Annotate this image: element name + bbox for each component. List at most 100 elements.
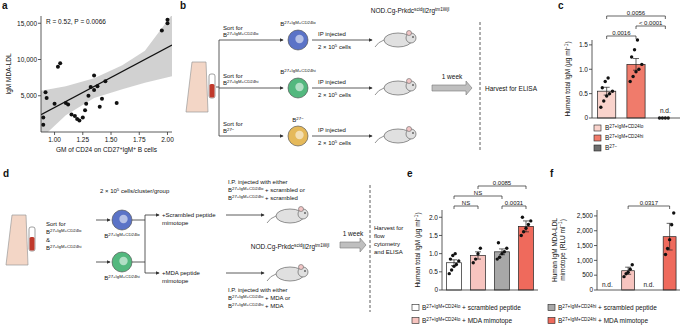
text-run: 27+IgM+CD24hi — [284, 68, 315, 73]
text-run: + MDA or — [263, 295, 290, 301]
legend-swatch — [594, 125, 601, 131]
interval-label: 1 week — [442, 73, 463, 80]
text-run: 27+IgM+CD24lo — [50, 228, 82, 233]
text-run: ) — [559, 219, 567, 221]
rotated-label: IgM MDA-LDL — [5, 53, 13, 95]
text-run: +Scrambled peptide — [162, 212, 216, 218]
injection-label: IP injected — [318, 127, 346, 133]
y-tick — [38, 23, 41, 24]
data-point — [527, 223, 530, 226]
arrow — [226, 215, 264, 216]
dose-label: 2 × 105 cells/cluster/group — [100, 187, 170, 194]
p-value: 0.0056 — [627, 10, 646, 16]
error-line — [669, 223, 670, 250]
plot-area — [622, 211, 676, 290]
y-tick — [439, 235, 442, 236]
data-point — [672, 211, 675, 214]
x-axis — [41, 132, 172, 133]
text-run: Harvest for — [374, 225, 403, 231]
arm — [6, 215, 28, 265]
text-run: + scrambled — [263, 195, 298, 201]
data-point — [633, 48, 636, 51]
connector — [132, 262, 145, 263]
text-run: + MDA mimotope — [460, 317, 512, 325]
cell-label: B27− — [292, 116, 304, 123]
y-tick-label: 0.5 — [579, 90, 588, 97]
panel-letter: c — [558, 0, 564, 11]
data-point — [455, 263, 458, 266]
x-tick — [111, 132, 112, 135]
legend-label: B27+IgM+CD24lo + MDA mimotope — [422, 317, 512, 325]
error-cap — [625, 267, 631, 268]
mouse-tail — [375, 88, 384, 95]
data-point — [622, 275, 625, 278]
arrow — [219, 88, 283, 89]
error-bar — [667, 223, 673, 250]
harvest-label: and ELISA — [374, 249, 403, 255]
text-run: 27+IgM+CD24lo — [232, 186, 264, 191]
legend-swatch — [548, 318, 555, 324]
cell-nucleus — [295, 35, 303, 43]
mouse-strain: NOD.Cg-PrkdcscidIl2rgtm1Wjl — [251, 243, 330, 251]
mouse-ear — [299, 207, 304, 212]
sort-label: Sort for — [46, 221, 66, 227]
text-run: 2 × 10 — [318, 140, 336, 146]
y-tick-label: 0 — [589, 286, 593, 293]
text-run: ) — [564, 41, 572, 43]
data-point — [611, 89, 614, 92]
significance-bracket — [502, 206, 526, 209]
point — [41, 123, 45, 127]
x-axis — [597, 290, 680, 291]
harvest-label: flow — [374, 233, 385, 239]
data-point — [472, 261, 475, 264]
data-point — [498, 256, 501, 259]
bar — [495, 252, 510, 290]
panel-letter: b — [180, 0, 186, 11]
text-run: GM of CD24 on CD27 — [56, 146, 120, 153]
injection-label: B27+IgM+CD24hi + MDA — [228, 302, 284, 309]
data-point — [605, 94, 608, 97]
plot-area — [447, 216, 534, 290]
y-axis — [592, 40, 593, 118]
text-run: cells/cluster/group — [119, 188, 170, 194]
text-run: + MDA — [263, 303, 283, 309]
point — [56, 65, 60, 69]
legend-swatch — [594, 145, 601, 151]
mouse-eye — [304, 212, 306, 214]
bar — [598, 91, 616, 118]
text-run: 27− — [296, 116, 304, 121]
text-run: + scrambled peptide — [460, 304, 521, 312]
injection-label: B27+IgM+CD24hi + scrambled — [228, 194, 298, 201]
injection-label: I.P. injected with either — [228, 287, 288, 293]
data-point — [599, 106, 602, 109]
point — [95, 84, 99, 88]
bar — [627, 64, 645, 118]
point — [83, 108, 87, 112]
x-tick — [167, 132, 168, 135]
arrow — [145, 273, 159, 274]
text-run: + scrambled or — [263, 187, 305, 193]
text-run: 27+IgM+CD24hi — [232, 302, 263, 307]
text-run: 1 week — [343, 230, 364, 237]
text-run: Human total IgM (µg ml — [564, 48, 572, 116]
treatment-label: +MDA peptide — [162, 270, 201, 276]
tube — [29, 227, 35, 251]
significance-bracket — [478, 186, 526, 189]
text-run: I.P. injected with either — [228, 179, 288, 185]
data-point — [602, 99, 605, 102]
x-axis-title: GM of CD24 on CD27+IgM+ B cells — [56, 146, 158, 154]
significance-bracket — [636, 26, 665, 29]
y-tick — [439, 271, 442, 272]
sort-label: B27+IgM+CD24lo — [223, 31, 259, 38]
y-tick — [439, 217, 442, 218]
legend-label: B27+IgM+CD24lo — [605, 124, 644, 131]
y-tick — [594, 275, 597, 276]
y-tick — [594, 290, 597, 291]
injection-label: IP injected — [318, 31, 346, 37]
injection-label: B27+IgM+CD24lo + MDA or — [228, 294, 290, 301]
y-axis — [597, 210, 598, 290]
bar — [471, 255, 486, 290]
text-run: and ELISA — [374, 249, 403, 255]
legend-label: B27+IgM+CD24lo + scrambled peptide — [422, 304, 521, 312]
y-tick-label: 1,000 — [577, 257, 594, 264]
